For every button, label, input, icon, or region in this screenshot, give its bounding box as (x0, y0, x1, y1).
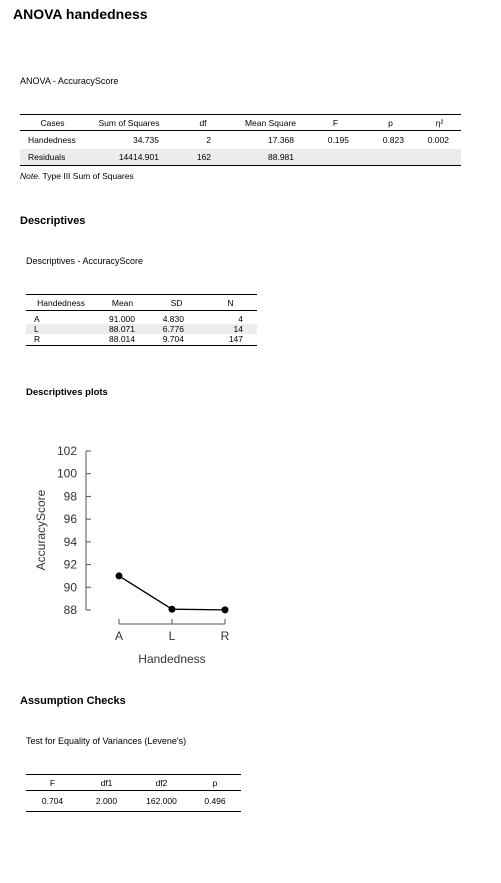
plots-section-title: Descriptives plots (26, 387, 108, 398)
col-header-sd: SD (170, 297, 183, 308)
col-header-f: F (332, 117, 339, 128)
y-tick-label: 94 (64, 535, 78, 549)
x-tick-label: R (221, 629, 230, 643)
cell-eta-squared (418, 149, 461, 166)
cell-p: 0.823 (382, 134, 404, 145)
cell-n: 147 (228, 334, 243, 345)
cell-sum-of-squares: 14414.901 (118, 151, 159, 162)
anova-table-title: ANOVA - AccuracyScore (20, 76, 119, 86)
cell-mean: 88.071 (109, 324, 135, 334)
descriptives-section-title: Descriptives (20, 215, 86, 227)
descriptives-header-row: Handedness Mean SD N (26, 294, 257, 311)
note-text: Type III Sum of Squares (42, 171, 134, 181)
col-header-cases: Cases (40, 117, 65, 128)
y-tick-label: 90 (64, 580, 78, 594)
table-row: 0.704 2.000 162.000 0.496 (26, 791, 241, 812)
cell-df1: 2.000 (95, 796, 118, 806)
col-header-mean-square: Mean Square (244, 117, 297, 128)
levene-table-title: Test for Equality of Variances (Levene's… (26, 736, 187, 746)
cell-df2: 162.000 (146, 796, 177, 806)
cell-mean-square: 88.981 (268, 151, 294, 162)
y-tick-label: 102 (57, 444, 77, 458)
series-line (118, 575, 226, 611)
note-label: Note. (20, 171, 41, 181)
y-tick-label: 98 (64, 489, 78, 503)
y-axis-label: AccuracyScore (34, 489, 48, 570)
col-header-p: p (212, 777, 218, 788)
y-tick-label: 92 (64, 558, 78, 572)
descriptives-table-title: Descriptives - AccuracyScore (26, 256, 144, 266)
y-tick-label: 88 (64, 603, 78, 617)
col-header-df1: df1 (100, 777, 113, 788)
cell-f (308, 149, 363, 166)
cell-df: 2 (206, 134, 211, 145)
col-header-sum-of-squares: Sum of Squares (98, 117, 160, 128)
col-header-handedness: Handedness (37, 297, 85, 308)
col-header-eta-squared: η² (435, 117, 444, 128)
col-header-mean: Mean (111, 297, 134, 308)
col-header-df2: df2 (155, 777, 168, 788)
cell-eta-squared: 0.002 (427, 134, 449, 145)
cell-cases: Handedness (28, 134, 76, 145)
cell-sum-of-squares: 34.735 (133, 134, 159, 145)
page-title: ANOVA handedness (13, 6, 148, 22)
cell-group: R (34, 334, 41, 345)
cell-mean: 91.000 (109, 314, 135, 324)
levene-table: F df1 df2 p 0.704 2.000 162.000 0.496 (26, 774, 241, 812)
anova-header-row: Cases Sum of Squares df Mean Square F p … (20, 114, 461, 131)
cell-sd: 9.704 (162, 334, 184, 345)
descriptives-table: Handedness Mean SD N A 91.000 4.830 4 L … (26, 294, 257, 346)
cell-mean-square: 17.368 (268, 134, 294, 145)
descriptives-plot: 88 90 92 94 96 98 100 102 A L R Handedness AccuracyS… (34, 444, 230, 666)
table-row: R 88.014 9.704 147 (26, 334, 257, 345)
data-point (221, 606, 229, 614)
anova-note: Note. Type III Sum of Squares (20, 171, 134, 181)
cell-p (363, 149, 418, 166)
anova-table: Cases Sum of Squares df Mean Square F p … (20, 114, 461, 166)
col-header-n: N (227, 297, 234, 308)
cell-df: 162 (196, 151, 211, 162)
cell-group: L (34, 324, 39, 334)
y-tick-label: 96 (64, 512, 78, 526)
x-tick-label: L (169, 629, 176, 643)
data-point (168, 605, 176, 613)
col-header-f: F (49, 777, 56, 788)
cell-p: 0.496 (204, 796, 226, 806)
table-row: A 91.000 4.830 4 (26, 311, 257, 324)
col-header-df: df (199, 117, 207, 128)
levene-header-row: F df1 df2 p (26, 774, 241, 791)
cell-n: 4 (238, 314, 243, 324)
x-axis-label: Handedness (138, 652, 205, 666)
table-row: L 88.071 6.776 14 (26, 324, 257, 334)
x-tick-label: A (115, 629, 123, 643)
assumptions-section-title: Assumption Checks (20, 695, 126, 707)
cell-group: A (34, 314, 40, 324)
cell-cases: Residuals (28, 151, 66, 162)
cell-f: 0.195 (327, 134, 349, 145)
cell-sd: 4.830 (162, 314, 184, 324)
y-tick-label: 100 (57, 467, 77, 481)
table-row: Handedness 34.735 2 17.368 0.195 0.823 0… (20, 131, 461, 149)
col-header-p: p (388, 117, 393, 128)
cell-f: 0.704 (41, 796, 64, 806)
table-row: Residuals 14414.901 162 88.981 (20, 148, 461, 166)
cell-mean: 88.014 (109, 334, 135, 345)
data-point (115, 572, 123, 580)
cell-n: 14 (233, 324, 243, 334)
cell-sd: 6.776 (162, 324, 184, 334)
